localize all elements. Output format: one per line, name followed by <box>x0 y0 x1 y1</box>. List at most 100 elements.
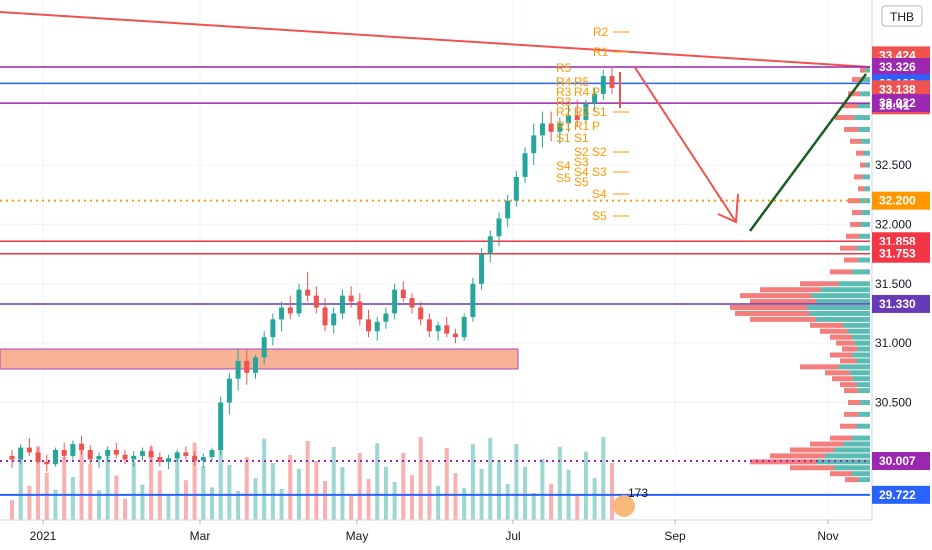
currency-box[interactable] <box>881 5 923 27</box>
volume-bar <box>349 496 354 520</box>
projection-down-arrow[interactable] <box>633 65 737 223</box>
volume-profile-bar-sell <box>836 340 855 346</box>
price-level-badge[interactable] <box>872 294 930 313</box>
volume-bar <box>366 479 371 520</box>
candle-body <box>461 317 467 338</box>
time-axis-panel <box>0 520 872 550</box>
candle-body <box>287 307 293 314</box>
volume-profile-bar-buy <box>858 388 870 394</box>
volume-bar <box>62 457 67 520</box>
candle-body <box>592 93 598 104</box>
volume-bar <box>462 487 467 520</box>
candle-body <box>157 457 163 462</box>
candle-body <box>131 455 137 460</box>
candle-body <box>96 455 102 460</box>
volume-bar <box>210 487 214 520</box>
volume-bar <box>131 462 136 520</box>
volume-profile-bar-buy <box>856 382 870 388</box>
volume-bar <box>540 459 545 520</box>
volume-profile-bar-sell <box>848 198 861 204</box>
candle-body <box>348 295 354 302</box>
candle-body <box>409 298 415 308</box>
candle-body <box>261 337 267 358</box>
volume-profile-bar-buy <box>860 91 870 97</box>
volume-profile-bar-sell <box>854 174 863 180</box>
candle-body <box>531 135 537 154</box>
volume-profile-bar-sell <box>810 441 843 447</box>
volume-profile-bar-buy <box>856 423 870 429</box>
volume-profile-bar-sell <box>852 210 862 216</box>
candle-body <box>609 76 615 88</box>
volume-bar <box>44 472 49 520</box>
price-level-badge[interactable] <box>872 191 930 210</box>
candle-body <box>209 449 215 458</box>
volume-bar <box>305 441 310 520</box>
candle-body <box>426 319 432 332</box>
trendline-descending[interactable] <box>0 11 871 68</box>
candle-body <box>70 444 76 456</box>
volume-bar <box>88 464 93 520</box>
volume-profile-bar-sell <box>848 399 861 405</box>
volume-profile-bar-sell <box>760 287 821 293</box>
volume-profile-bar-buy <box>820 287 870 293</box>
candle-body <box>148 451 154 458</box>
volume-profile-bar-sell <box>844 388 859 394</box>
price-level-badge[interactable] <box>872 244 930 263</box>
price-level-badge[interactable] <box>872 485 930 504</box>
price-level-value: 33.138 <box>879 82 916 96</box>
volume-bar <box>331 447 336 520</box>
event-flag-icon[interactable] <box>613 495 635 517</box>
volume-bar <box>383 466 388 520</box>
volume-bar <box>592 478 597 520</box>
price-level-badge[interactable] <box>872 452 930 470</box>
candle-body <box>574 115 580 120</box>
bar-countdown-timer: 18:41 <box>879 98 910 112</box>
volume-profile-bar-buy <box>834 447 870 453</box>
volume-bar <box>401 452 406 520</box>
volume-profile-bar-buy <box>856 245 870 251</box>
candle-body <box>470 283 476 318</box>
candle-body <box>539 123 545 136</box>
candle-body <box>9 455 15 460</box>
candle-body <box>444 325 450 334</box>
volume-bar <box>166 494 171 520</box>
volume-profile-bar-sell <box>856 150 864 156</box>
volume-bar <box>227 465 232 520</box>
volume-profile-bar-buy <box>852 269 870 275</box>
pivot-label: S3 <box>592 165 607 179</box>
volume-bar <box>392 482 397 520</box>
volume-profile-bar-buy <box>852 334 870 340</box>
candle-body <box>226 378 232 403</box>
volume-bar <box>531 493 536 520</box>
candle-body <box>383 313 389 322</box>
volume-profile-bar-sell <box>840 382 857 388</box>
pivot-label: R2 <box>593 25 609 39</box>
volume-bar <box>140 484 145 520</box>
pivot-label: S4 <box>592 187 607 201</box>
volume-profile-bar-sell <box>830 334 852 340</box>
volume-profile-bar-buy <box>857 346 870 352</box>
candle-body <box>331 313 337 326</box>
volume-profile-bar-sell <box>830 471 852 477</box>
candle-body <box>513 176 519 201</box>
volume-profile-bar-sell <box>750 459 816 465</box>
projection-up-line[interactable] <box>748 73 868 232</box>
volume-profile-bar-sell <box>832 376 853 382</box>
supply-zone-box[interactable] <box>0 348 519 370</box>
volume-profile-bar-sell <box>845 477 859 483</box>
volume-bar <box>610 463 614 520</box>
price-level-badge[interactable] <box>872 58 930 76</box>
x-tick-label: Nov <box>817 529 838 543</box>
x-tick-label: 2021 <box>30 529 57 543</box>
candle-body <box>26 447 32 453</box>
candle-body <box>279 307 285 320</box>
price-level-badge[interactable] <box>872 94 930 113</box>
volume-bar <box>410 475 414 520</box>
pivot-label: R1 <box>556 119 572 133</box>
volume-profile-bar-sell <box>750 299 816 305</box>
price-level-value: 29.722 <box>879 488 916 502</box>
volume-bar <box>18 459 23 520</box>
volume-profile-bar-buy <box>857 103 870 109</box>
candle-body <box>244 360 250 373</box>
